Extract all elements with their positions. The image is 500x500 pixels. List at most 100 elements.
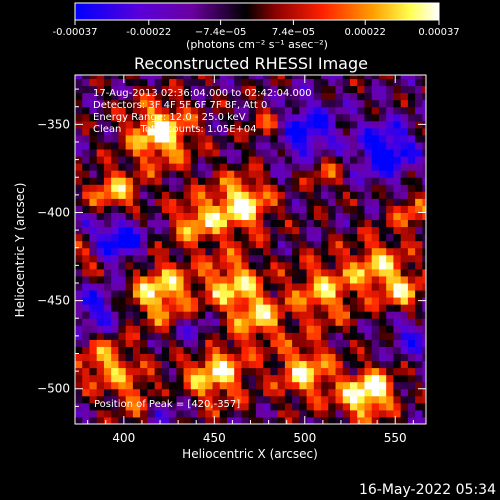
heatmap-cell [400,113,409,122]
heatmap-cell [132,304,141,312]
heatmap-cell [321,205,329,213]
heatmap-cell [118,402,127,411]
heatmap-cell [277,268,286,277]
heatmap-cell [226,332,235,340]
heatmap-cell [132,226,141,235]
heatmap-cell [335,297,344,305]
heatmap-cell [364,163,373,171]
heatmap-cell [292,332,300,340]
heatmap-cell [111,205,119,213]
heatmap-cell [96,402,105,411]
heatmap-cell [313,233,322,242]
heatmap-cell [357,170,365,178]
heatmap-cell [234,198,242,206]
heatmap-cell [270,191,279,199]
heatmap-cell [415,261,423,270]
heatmap-cell [313,297,322,305]
heatmap-cell [263,360,271,369]
heatmap-cell [176,261,185,270]
heatmap-cell [277,395,286,404]
heatmap-cell [111,233,119,242]
heatmap-cell [321,113,329,122]
heatmap-cell [342,325,351,333]
heatmap-cell [306,367,315,376]
heatmap-cell [154,346,163,354]
heatmap-cell [125,388,134,397]
heatmap-cell [263,198,271,206]
heatmap-cell [89,388,98,397]
heatmap-cell [263,78,271,87]
heatmap-cell [270,149,279,157]
heatmap-cell [342,113,351,122]
heatmap-cell [306,75,315,80]
heatmap-cell [140,149,148,157]
heatmap-cell [371,92,380,101]
heatmap-cell [169,409,177,418]
heatmap-cell [263,240,271,249]
heatmap-cell [75,325,83,333]
heatmap-cell [313,134,322,143]
heatmap-cell [111,134,119,143]
heatmap-cell [161,233,170,242]
heatmap-cell [270,388,279,397]
heatmap-cell [205,381,214,390]
heatmap-cell [306,163,315,171]
heatmap-cell [407,226,416,235]
heatmap-cell [82,374,90,383]
heatmap-cell [321,163,329,171]
heatmap-cell [371,120,380,129]
heatmap-cell [400,149,409,157]
heatmap-cell [364,240,373,249]
heatmap-cell [407,339,416,347]
heatmap-cell [212,282,221,291]
heatmap-cell [248,304,257,312]
heatmap-cell [328,388,337,397]
heatmap-cell [82,416,90,424]
heatmap-cell [371,198,380,206]
heatmap-cell [183,113,192,122]
heatmap-cell [357,416,365,424]
heatmap-cell [226,163,235,171]
heatmap-cell [299,402,308,411]
heatmap-cell [415,275,423,284]
heatmap-cell [248,275,257,284]
heatmap-cell [125,395,134,404]
heatmap-cell [371,318,380,326]
heatmap-cell [226,212,235,221]
heatmap-cell [284,346,293,354]
heatmap-cell [400,353,409,362]
heatmap-cell [234,184,242,192]
heatmap-cell [284,163,293,171]
heatmap-cell [342,170,351,178]
heatmap-cell [205,149,214,157]
heatmap-cell [306,198,315,206]
heatmap-cell [328,191,337,199]
heatmap-cell [378,163,387,171]
heatmap-cell [248,395,257,404]
heatmap-cell [205,219,214,228]
heatmap-cell [219,275,228,284]
heatmap-cell [140,339,148,347]
heatmap-cell [400,127,409,136]
heatmap-cell [255,367,264,376]
heatmap-cell [328,318,337,326]
heatmap-cell [147,388,156,397]
heatmap-cell [393,198,402,206]
heatmap-cell [147,275,156,284]
heatmap-cell [270,275,279,284]
heatmap-cell [299,282,308,291]
heatmap-cell [132,282,141,291]
heatmap-cell [263,99,271,108]
heatmap-cell [407,416,416,424]
heatmap-cell [241,402,250,411]
heatmap-cell [364,134,373,143]
heatmap-cell [169,85,177,94]
heatmap-cell [212,374,221,383]
heatmap-cell [82,240,90,249]
heatmap-cell [183,99,192,108]
annotation-time-range: 17-Aug-2013 02:36:04.000 to 02:42:04.000 [93,88,312,99]
heatmap-cell [313,388,322,397]
heatmap-cell [103,219,112,228]
heatmap-cell [263,75,271,80]
heatmap-cell [357,141,365,150]
